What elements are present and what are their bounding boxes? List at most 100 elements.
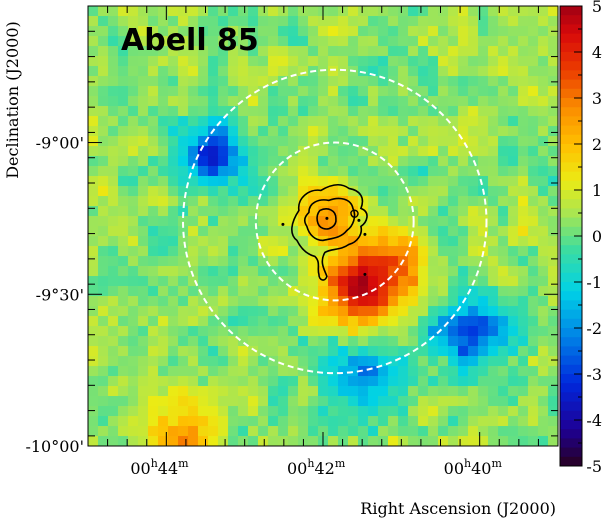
heatmap-cell xyxy=(158,386,169,397)
heatmap-cell xyxy=(448,416,459,427)
heatmap-cell xyxy=(258,206,269,217)
contour-dot xyxy=(281,222,285,226)
heatmap-cell xyxy=(298,326,309,337)
heatmap-cell xyxy=(428,136,439,147)
heatmap-cell xyxy=(478,296,489,307)
heatmap-cell xyxy=(528,416,539,427)
heatmap-cell xyxy=(128,296,139,307)
heatmap-cell xyxy=(348,186,359,197)
heatmap-cell xyxy=(98,266,109,277)
heatmap-cell xyxy=(278,286,289,297)
heatmap-cell xyxy=(458,266,469,277)
heatmap-cell xyxy=(188,86,199,97)
heatmap-cell xyxy=(118,346,129,357)
colorbar-label: -4 xyxy=(586,411,602,430)
heatmap-cell xyxy=(508,346,519,357)
heatmap-cell xyxy=(538,366,549,377)
heatmap-cell xyxy=(428,166,439,177)
heatmap-cell xyxy=(208,376,219,387)
heatmap-cell xyxy=(458,176,469,187)
heatmap-cell xyxy=(218,76,229,87)
heatmap-cell xyxy=(148,256,159,267)
heatmap-cell xyxy=(518,226,529,237)
heatmap-cell xyxy=(228,196,239,207)
heatmap-cell xyxy=(178,106,189,117)
heatmap-cell xyxy=(468,396,479,407)
heatmap-cell xyxy=(478,346,489,357)
heatmap-cell xyxy=(438,216,449,227)
heatmap-cell xyxy=(368,6,379,17)
heatmap-cell xyxy=(408,156,419,167)
heatmap-cell xyxy=(188,356,199,367)
heatmap-cell xyxy=(208,76,219,87)
heatmap-cell xyxy=(458,106,469,117)
heatmap-cell xyxy=(158,76,169,87)
heatmap-cell xyxy=(398,26,409,37)
heatmap-cell xyxy=(368,136,379,147)
heatmap-cell xyxy=(338,86,349,97)
heatmap-cell xyxy=(278,426,289,437)
heatmap-cell xyxy=(518,216,529,227)
heatmap-cell xyxy=(188,366,199,377)
colorbar-label: -1 xyxy=(586,273,602,292)
heatmap-cell xyxy=(428,96,439,107)
heatmap-cell xyxy=(478,366,489,377)
heatmap-cell xyxy=(348,256,359,267)
heatmap-cell xyxy=(458,346,469,357)
heatmap-cell xyxy=(268,306,279,317)
heatmap-cell xyxy=(258,26,269,37)
heatmap-cell xyxy=(468,166,479,177)
heatmap-cell xyxy=(198,356,209,367)
heatmap-cell xyxy=(208,216,219,227)
heatmap-cell xyxy=(268,336,279,347)
heatmap-cell xyxy=(338,336,349,347)
heatmap-cell xyxy=(268,326,279,337)
heatmap-cell xyxy=(298,316,309,327)
heatmap-cell xyxy=(308,326,319,337)
heatmap-cell xyxy=(518,296,529,307)
heatmap-cell xyxy=(328,216,339,227)
heatmap-cell xyxy=(368,126,379,137)
heatmap-cell xyxy=(478,236,489,247)
heatmap-cell xyxy=(228,356,239,367)
heatmap-cell xyxy=(268,406,279,417)
heatmap-cell xyxy=(318,356,329,367)
heatmap-cell xyxy=(108,26,119,37)
heatmap-cell xyxy=(118,266,129,277)
heatmap-cell xyxy=(88,386,99,397)
heatmap-cell xyxy=(138,196,149,207)
heatmap-cell xyxy=(188,406,199,417)
heatmap-cell xyxy=(258,116,269,127)
heatmap-cell xyxy=(418,406,429,417)
heatmap-cell xyxy=(158,86,169,97)
heatmap-cell xyxy=(288,366,299,377)
heatmap-cell xyxy=(168,196,179,207)
heatmap-cell xyxy=(468,256,479,267)
heatmap-cell xyxy=(548,6,558,17)
heatmap-cell xyxy=(398,86,409,97)
heatmap-cell xyxy=(178,366,189,377)
heatmap-cell xyxy=(88,126,99,137)
heatmap-cell xyxy=(498,276,509,287)
heatmap-cell xyxy=(458,316,469,327)
heatmap-cell xyxy=(468,196,479,207)
heatmap-cell xyxy=(228,36,239,47)
heatmap-cell xyxy=(358,56,369,67)
heatmap-cell xyxy=(278,216,289,227)
heatmap-cell xyxy=(118,106,129,117)
heatmap-cell xyxy=(388,106,399,117)
heatmap-cell xyxy=(278,246,289,257)
heatmap-cell xyxy=(218,336,229,347)
heatmap-cell xyxy=(158,26,169,37)
heatmap-cell xyxy=(458,186,469,197)
heatmap-cell xyxy=(338,166,349,177)
heatmap-cell xyxy=(128,26,139,37)
heatmap-cell xyxy=(538,66,549,77)
heatmap-cell xyxy=(438,276,449,287)
heatmap-cell xyxy=(268,36,279,47)
heatmap-cell xyxy=(458,156,469,167)
heatmap-cell xyxy=(278,396,289,407)
heatmap-cell xyxy=(528,36,539,47)
heatmap-cell xyxy=(418,76,429,87)
heatmap-cell xyxy=(158,156,169,167)
